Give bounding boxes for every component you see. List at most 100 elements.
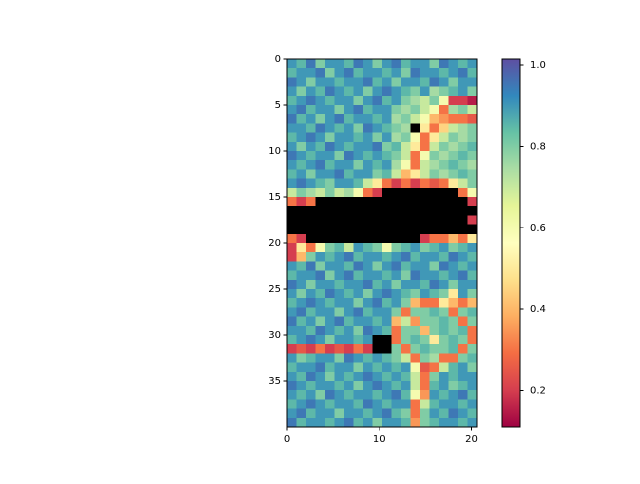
- heat-cell: [420, 141, 430, 152]
- heat-cell: [325, 371, 335, 382]
- heat-cell: [401, 233, 411, 244]
- heat-cell: [334, 417, 345, 428]
- heat-cell: [382, 141, 392, 152]
- heat-cell: [353, 279, 364, 290]
- heat-cell: [353, 417, 364, 428]
- heat-cell: [363, 215, 373, 226]
- heat-cell: [382, 197, 392, 207]
- heat-cell: [391, 270, 402, 281]
- heat-cell: [401, 261, 411, 272]
- heat-cell: [410, 178, 421, 189]
- heat-cell: [391, 381, 402, 391]
- heat-cell: [325, 298, 335, 308]
- heat-cell: [287, 279, 297, 290]
- heat-cell: [401, 68, 411, 78]
- heat-cell: [410, 233, 421, 244]
- heat-cell: [382, 353, 392, 364]
- heat-cell: [372, 59, 383, 69]
- heat-cell: [287, 215, 297, 226]
- heat-cell: [429, 59, 440, 69]
- heat-cell: [306, 381, 316, 391]
- heat-cell: [296, 408, 307, 419]
- heat-cell: [391, 141, 402, 152]
- heat-cell: [382, 362, 392, 373]
- heat-cell: [410, 344, 421, 354]
- heat-cell: [315, 371, 326, 382]
- heat-cell: [334, 371, 345, 382]
- heat-cell: [429, 417, 440, 428]
- heat-cell: [458, 197, 468, 207]
- heat-cell: [410, 371, 421, 382]
- heat-cell: [467, 381, 478, 391]
- heat-cell: [429, 381, 440, 391]
- heat-cell: [344, 160, 354, 170]
- heat-cell: [306, 417, 316, 428]
- heat-cell: [401, 132, 411, 143]
- heat-cell: [458, 114, 468, 124]
- heat-cell: [353, 362, 364, 373]
- heat-cell: [439, 68, 449, 78]
- heat-cell: [296, 178, 307, 189]
- heat-cell: [315, 261, 326, 272]
- heat-cell: [344, 68, 354, 78]
- heat-cell: [315, 86, 326, 97]
- heat-cell: [420, 160, 430, 170]
- heat-cell: [420, 307, 430, 318]
- heat-cell: [372, 132, 383, 143]
- heat-cell: [429, 408, 440, 419]
- heat-cell: [467, 86, 478, 97]
- heat-cell: [344, 59, 354, 69]
- heat-cell: [344, 381, 354, 391]
- heat-cell: [410, 270, 421, 281]
- heat-cell: [353, 86, 364, 97]
- colorbar: [501, 58, 521, 428]
- heat-cell: [410, 86, 421, 97]
- heat-cell: [439, 224, 449, 235]
- heat-cell: [467, 123, 478, 134]
- heat-cell: [420, 206, 430, 216]
- heat-cell: [439, 123, 449, 134]
- heat-cell: [353, 95, 364, 106]
- heat-cell: [420, 279, 430, 290]
- heat-cell: [391, 408, 402, 419]
- heat-cell: [410, 197, 421, 207]
- heat-cell: [296, 353, 307, 364]
- heat-cell: [363, 279, 373, 290]
- heat-cell: [391, 279, 402, 290]
- heat-cell: [382, 390, 392, 400]
- heat-cell: [401, 390, 411, 400]
- heat-cell: [353, 325, 364, 336]
- heat-cell: [439, 344, 449, 354]
- heat-cell: [344, 187, 354, 198]
- heat-cell: [325, 243, 335, 253]
- heat-cell: [448, 243, 459, 253]
- heat-cell: [287, 224, 297, 235]
- heat-cell: [372, 261, 383, 272]
- heat-cell: [382, 289, 392, 299]
- heat-cell: [306, 261, 316, 272]
- heat-cell: [448, 160, 459, 170]
- heat-cell: [325, 68, 335, 78]
- heat-cell: [287, 206, 297, 216]
- heat-cell: [382, 233, 392, 244]
- heat-cell: [382, 371, 392, 382]
- heat-cell: [306, 325, 316, 336]
- heat-cell: [410, 362, 421, 373]
- heat-cell: [391, 206, 402, 216]
- colorbar-tick-label: 0.6: [530, 223, 546, 234]
- heat-cell: [363, 344, 373, 354]
- heat-cell: [287, 59, 297, 69]
- heat-cell: [439, 59, 449, 69]
- heat-cell: [391, 215, 402, 226]
- heat-cell: [458, 123, 468, 134]
- heat-cell: [363, 59, 373, 69]
- heat-cell: [467, 233, 478, 244]
- heat-cell: [353, 105, 364, 115]
- heat-cell: [344, 298, 354, 308]
- heat-cell: [420, 187, 430, 198]
- heat-cell: [334, 233, 345, 244]
- heat-cell: [363, 105, 373, 115]
- heat-cell: [410, 243, 421, 253]
- heat-cell: [382, 178, 392, 189]
- heat-cell: [306, 243, 316, 253]
